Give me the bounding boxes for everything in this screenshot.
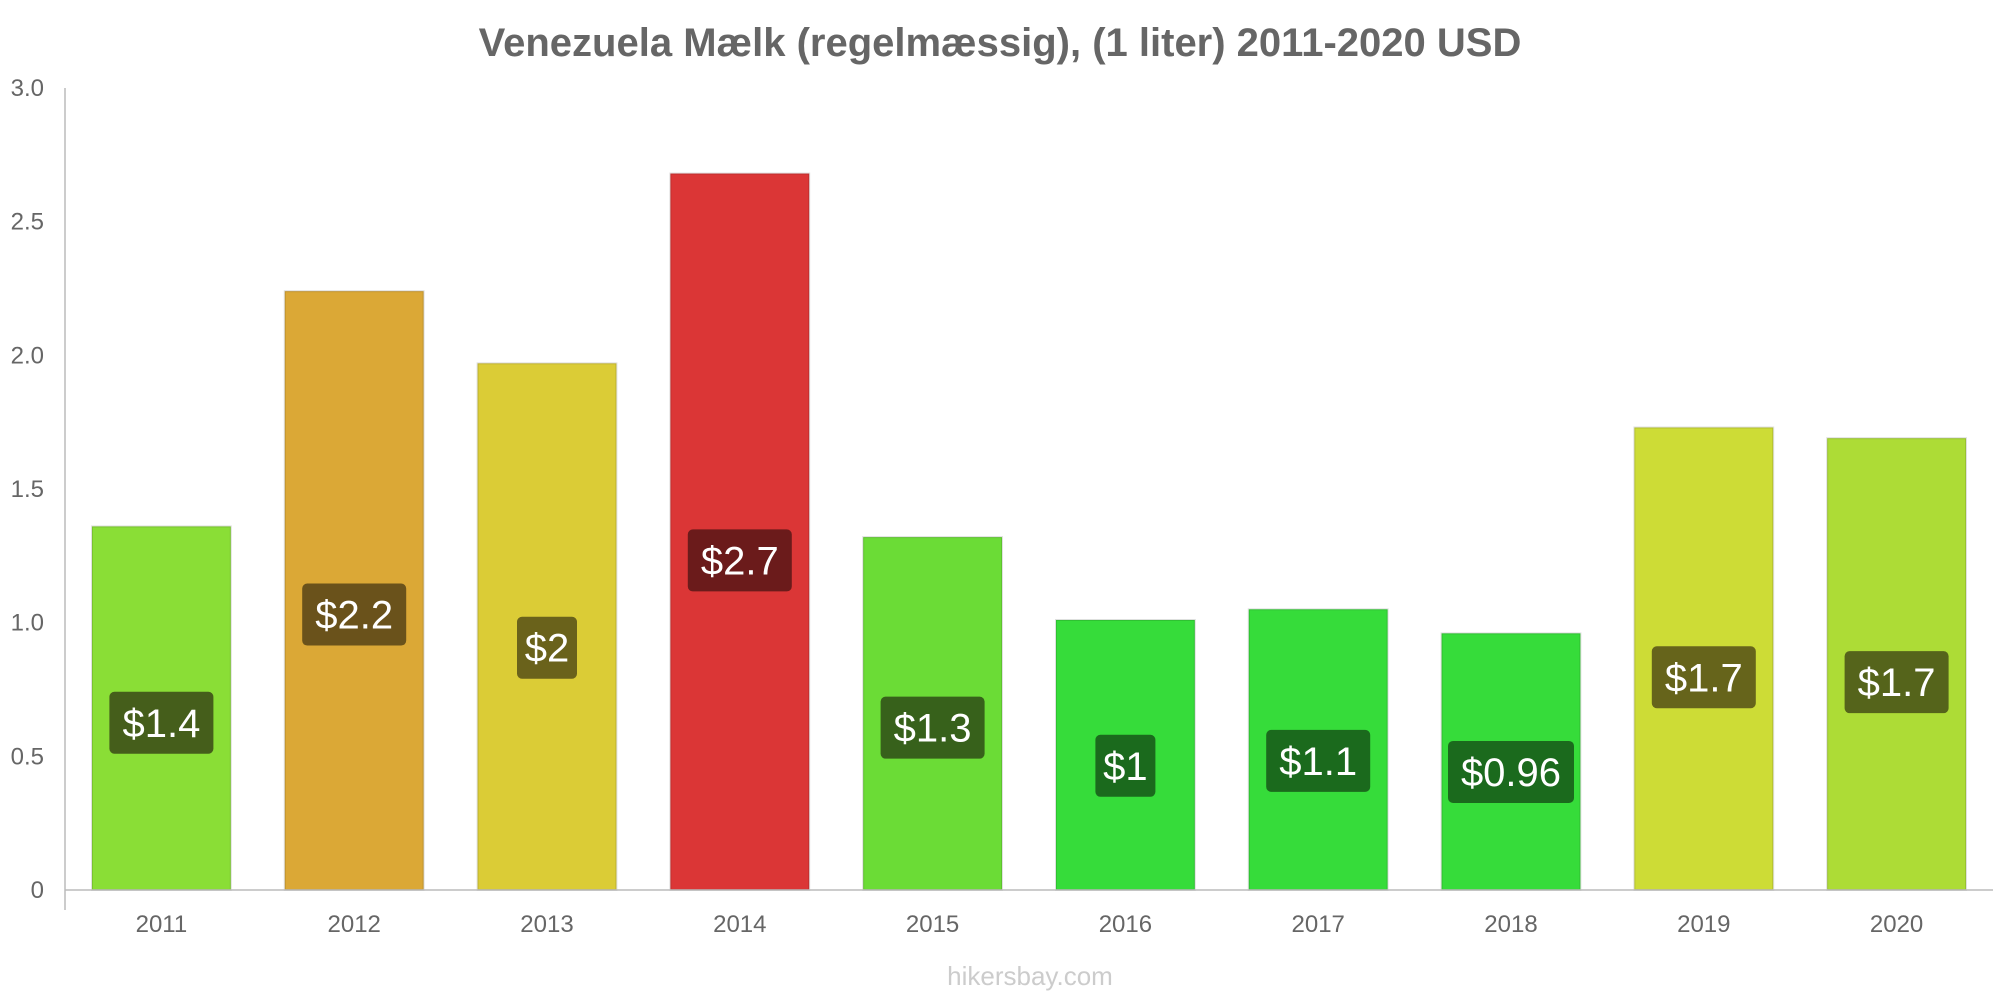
data-label: $2	[525, 627, 570, 671]
data-label-box	[517, 616, 577, 679]
x-tick-label: 2011	[136, 911, 188, 938]
x-axis: 2011 2012 2013 2014 2015 2016 2017 2018 2019 2020	[65, 889, 1993, 938]
data-label-box	[109, 691, 214, 754]
chart-title: Venezuela Mælk (regelmæssig), (1 liter) …	[479, 21, 1522, 65]
data-label: $0.96	[1461, 751, 1561, 795]
bars-group: $1.4 $2.2 $2 $2.7 $1.3 $1 $1.1 $0.96 $1.7 $1.7	[90, 172, 1968, 892]
data-label-box	[1844, 651, 1949, 714]
data-label: $2.2	[315, 594, 393, 638]
data-label-box	[1651, 646, 1756, 709]
data-label-box	[1448, 740, 1574, 803]
y-tick-label: 1.0	[11, 610, 44, 637]
data-label-box	[1266, 729, 1371, 792]
x-tick-label: 2014	[713, 911, 766, 938]
data-label: $1.7	[1665, 656, 1743, 700]
x-tick-label: 2013	[520, 911, 573, 938]
x-tick-label: 2015	[906, 911, 959, 938]
y-tick-label: 0	[31, 877, 44, 904]
x-tick-label: 2019	[1677, 911, 1730, 938]
data-label-box	[687, 529, 792, 592]
data-label: $1.7	[1858, 661, 1936, 705]
x-tick-label: 2012	[328, 911, 381, 938]
x-tick-label: 2020	[1870, 911, 1923, 938]
x-tick-label: 2017	[1292, 911, 1345, 938]
x-tick-label: 2016	[1099, 911, 1152, 938]
data-label: $1.4	[122, 702, 200, 746]
watermark: hikersbay.com	[947, 961, 1113, 991]
x-tick-label: 2018	[1484, 911, 1537, 938]
data-label: $1.1	[1279, 740, 1357, 784]
y-tick-label: 1.5	[11, 476, 44, 503]
y-axis: 0 0.5 1.0 1.5 2.0 2.5 3.0	[11, 75, 66, 910]
data-label-box	[302, 583, 407, 646]
data-label-box	[1095, 734, 1156, 797]
y-tick-label: 3.0	[11, 75, 44, 102]
y-tick-label: 0.5	[11, 743, 44, 770]
data-label: $2.7	[701, 539, 779, 583]
data-label-box	[880, 696, 985, 759]
y-tick-label: 2.5	[11, 209, 44, 236]
data-label: $1.3	[894, 707, 972, 751]
data-label: $1	[1103, 745, 1148, 789]
y-tick-label: 2.0	[11, 342, 44, 369]
